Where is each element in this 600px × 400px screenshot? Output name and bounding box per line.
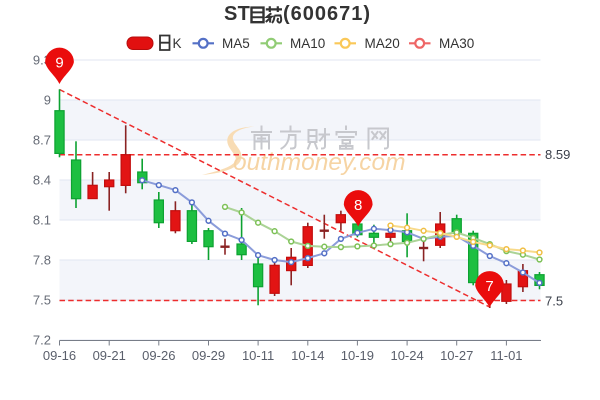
svg-text:09-29: 09-29 [192, 348, 225, 363]
svg-text:7: 7 [485, 278, 493, 295]
svg-text:MA30: MA30 [439, 36, 474, 51]
svg-text:8.1: 8.1 [33, 213, 51, 228]
svg-text:MA20: MA20 [365, 36, 400, 51]
svg-text:7.2: 7.2 [33, 333, 51, 348]
svg-text:9: 9 [55, 55, 63, 72]
svg-text:7.5: 7.5 [33, 293, 51, 308]
svg-text:10-14: 10-14 [291, 348, 324, 363]
svg-text:(600671): (600671) [283, 3, 371, 25]
svg-text:8.4: 8.4 [33, 173, 51, 188]
svg-text:MA10: MA10 [290, 36, 325, 51]
svg-text:10-19: 10-19 [341, 348, 374, 363]
svg-text:MA5: MA5 [222, 36, 250, 51]
svg-text:10-27: 10-27 [440, 348, 473, 363]
svg-text:8.59: 8.59 [545, 147, 570, 162]
svg-text:09-26: 09-26 [142, 348, 175, 363]
svg-text:8.7: 8.7 [33, 133, 51, 148]
svg-text:09-21: 09-21 [93, 348, 126, 363]
svg-text:K: K [173, 36, 182, 51]
svg-text:7.5: 7.5 [545, 294, 563, 309]
svg-text:09-16: 09-16 [43, 348, 76, 363]
svg-text:ST: ST [224, 3, 250, 25]
svg-text:7.8: 7.8 [33, 253, 51, 268]
svg-text:10-24: 10-24 [390, 348, 423, 363]
svg-text:outhmoney.com: outhmoney.com [233, 149, 406, 176]
svg-text:8: 8 [354, 197, 362, 214]
svg-text:9: 9 [44, 93, 51, 108]
svg-text:10-11: 10-11 [242, 348, 274, 363]
svg-text:11-01: 11-01 [490, 348, 522, 363]
